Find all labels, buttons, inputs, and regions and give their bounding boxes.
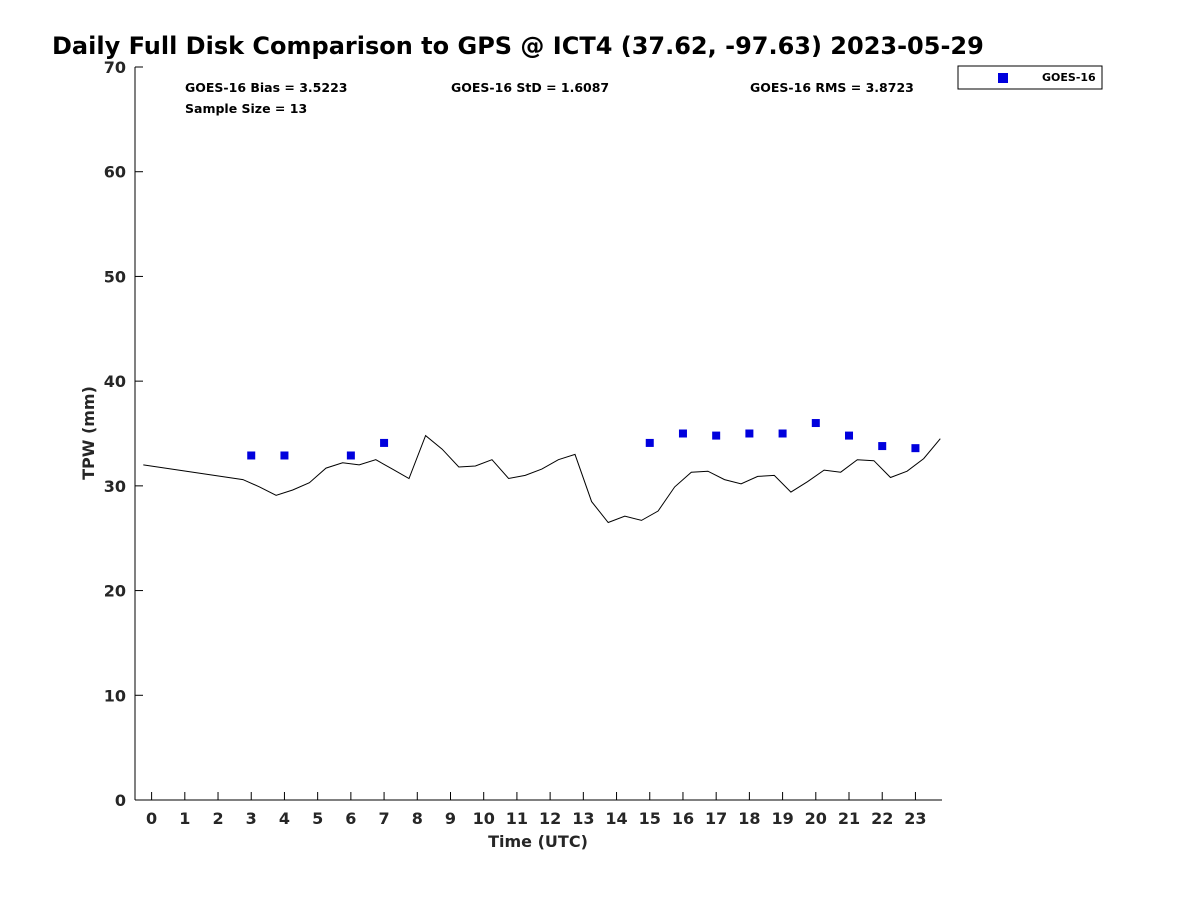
x-tick-label: 2 [212, 809, 223, 828]
std-annotation: GOES-16 StD = 1.6087 [451, 80, 609, 95]
goes16-point [678, 429, 687, 438]
y-tick-label: 30 [104, 477, 126, 496]
x-axis-ticks: 0 1 2 3 4 5 6 7 8 9 10 11 12 13 14 15 16 17 18 19 20 21 22 23 [146, 792, 927, 828]
x-tick-label: 4 [279, 809, 290, 828]
x-tick-label: 21 [838, 809, 860, 828]
y-tick-label: 60 [104, 163, 126, 182]
x-tick-label: 22 [871, 809, 893, 828]
x-tick-label: 7 [379, 809, 390, 828]
y-tick-label: 50 [104, 267, 126, 286]
gps-tpw-line-series [143, 434, 941, 524]
x-tick-label: 14 [605, 809, 627, 828]
goes16-point [280, 451, 289, 460]
legend: GOES-16 [957, 65, 1103, 90]
sample-size-annotation: Sample Size = 13 [185, 101, 307, 116]
x-tick-label: 0 [146, 809, 157, 828]
x-tick-label: 15 [639, 809, 661, 828]
x-tick-label: 12 [539, 809, 561, 828]
x-tick-label: 5 [312, 809, 323, 828]
goes16-point [645, 438, 654, 447]
goes16-point [845, 431, 854, 440]
legend-label-goes16: GOES-16 [1042, 71, 1096, 84]
chart-title: Daily Full Disk Comparison to GPS @ ICT4… [52, 32, 984, 60]
goes16-point [878, 442, 887, 451]
x-tick-label: 1 [179, 809, 190, 828]
goes16-point [745, 429, 754, 438]
goes16-scatter-series [247, 419, 920, 460]
x-tick-label: 16 [672, 809, 694, 828]
goes16-point [911, 444, 920, 453]
y-tick-label: 70 [104, 58, 126, 77]
statistics-annotations: GOES-16 Bias = 3.5223 GOES-16 StD = 1.60… [185, 80, 914, 116]
x-tick-label: 6 [345, 809, 356, 828]
x-tick-label: 23 [904, 809, 926, 828]
x-tick-label: 19 [771, 809, 793, 828]
goes16-point [380, 438, 389, 447]
x-tick-label: 17 [705, 809, 727, 828]
x-axis-label: Time (UTC) [488, 832, 588, 851]
goes16-point [712, 431, 721, 440]
y-tick-label: 0 [115, 791, 126, 810]
y-tick-label: 20 [104, 582, 126, 601]
x-tick-label: 3 [246, 809, 257, 828]
rms-annotation: GOES-16 RMS = 3.8723 [750, 80, 914, 95]
goes16-point [346, 451, 355, 460]
bias-annotation: GOES-16 Bias = 3.5223 [185, 80, 347, 95]
y-tick-label: 10 [104, 686, 126, 705]
goes16-point [247, 451, 256, 460]
gps-tpw-line [143, 434, 941, 524]
x-tick-label: 11 [506, 809, 528, 828]
x-tick-label: 8 [412, 809, 423, 828]
y-axis-ticks: 0 10 20 30 40 50 60 70 [104, 58, 143, 810]
y-axis-label: TPW (mm) [79, 386, 98, 480]
x-tick-label: 13 [572, 809, 594, 828]
y-tick-label: 40 [104, 372, 126, 391]
legend-marker-goes16 [998, 73, 1008, 83]
goes16-point [811, 419, 820, 428]
plot-area [134, 67, 942, 801]
x-tick-label: 9 [445, 809, 456, 828]
goes16-point [778, 429, 787, 438]
legend-box [957, 65, 1103, 90]
x-tick-label: 18 [738, 809, 760, 828]
x-tick-label: 10 [473, 809, 495, 828]
x-tick-label: 20 [805, 809, 827, 828]
